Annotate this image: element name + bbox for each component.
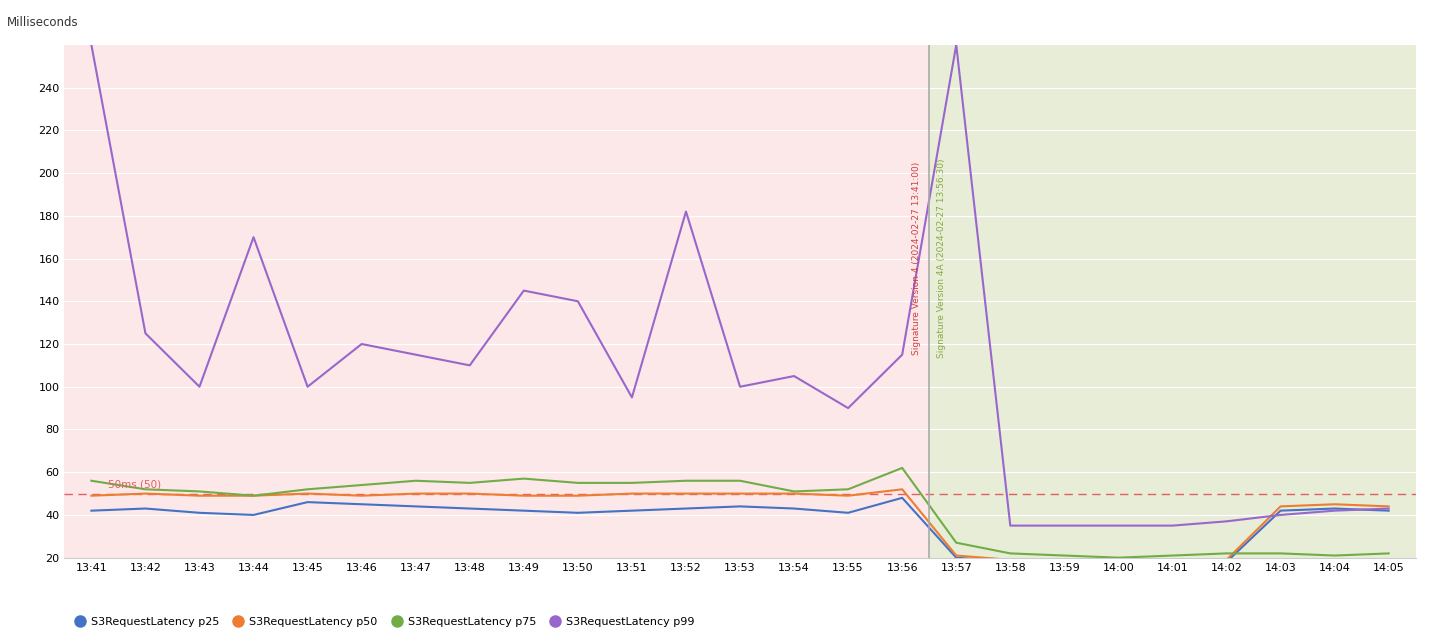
Text: 50ms (50): 50ms (50) [107, 479, 160, 489]
Text: Signature Version 4A (2024-02-27 13:56:30): Signature Version 4A (2024-02-27 13:56:3… [937, 159, 947, 358]
Bar [64, 45, 930, 558]
Bar [930, 45, 1416, 558]
Text: Milliseconds: Milliseconds [7, 16, 79, 29]
Text: Signature Version 4 (2024-02-27 13:41:00): Signature Version 4 (2024-02-27 13:41:00… [912, 162, 921, 355]
Legend: S3RequestLatency p25, S3RequestLatency p50, S3RequestLatency p75, S3RequestLaten: S3RequestLatency p25, S3RequestLatency p… [70, 612, 699, 631]
